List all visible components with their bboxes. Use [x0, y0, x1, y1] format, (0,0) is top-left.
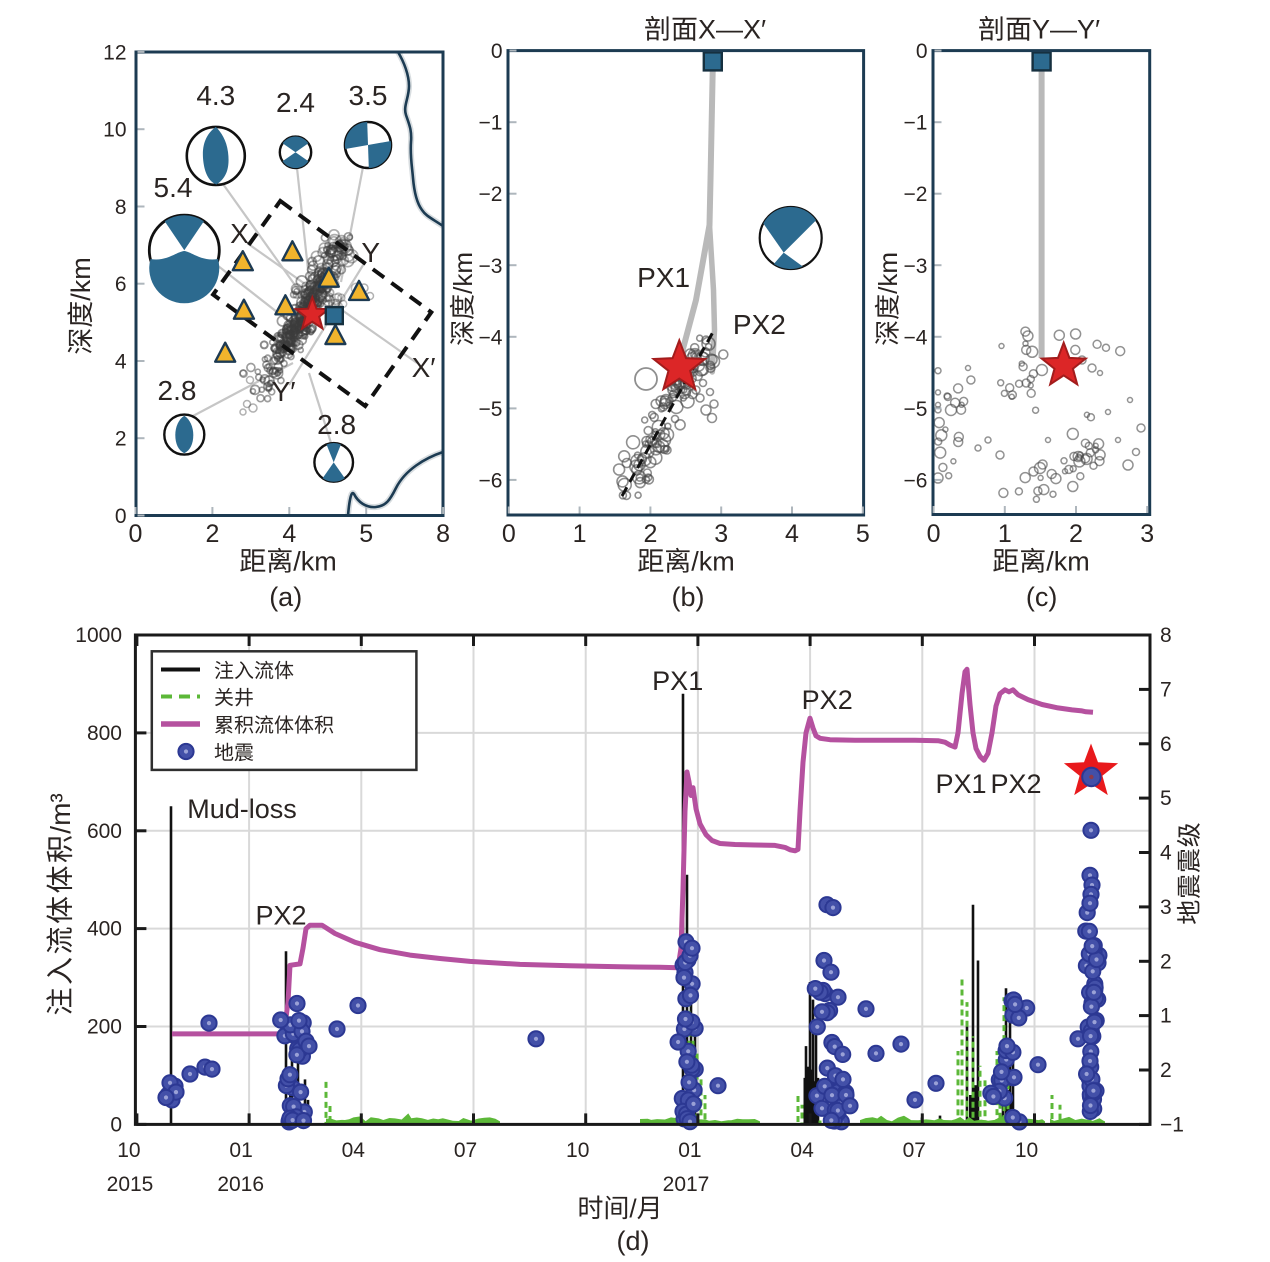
svg-text:0: 0: [110, 1113, 122, 1136]
svg-text:2: 2: [205, 520, 219, 548]
svg-text:−5: −5: [904, 398, 928, 421]
svg-text:8: 8: [436, 520, 450, 548]
svg-text:−2: −2: [479, 183, 503, 206]
svg-text:PX2: PX2: [255, 901, 306, 931]
svg-text:5: 5: [359, 520, 373, 548]
svg-text:2: 2: [1160, 950, 1172, 973]
svg-text:/km: /km: [66, 257, 96, 301]
svg-text:X′: X′: [412, 352, 436, 383]
svg-text:/km: /km: [293, 547, 337, 577]
svg-text:0: 0: [115, 505, 127, 528]
svg-text:6: 6: [1160, 733, 1172, 756]
svg-text:01: 01: [678, 1139, 701, 1162]
svg-text:7: 7: [1160, 678, 1172, 701]
svg-text:800: 800: [87, 722, 122, 745]
svg-text:2.4: 2.4: [276, 87, 315, 118]
svg-text:10: 10: [103, 119, 126, 142]
svg-text:0: 0: [129, 520, 143, 548]
svg-text:2015: 2015: [107, 1173, 154, 1196]
svg-text:8: 8: [115, 196, 127, 219]
svg-text:(a): (a): [269, 582, 302, 612]
svg-text:3: 3: [1160, 896, 1172, 919]
svg-text:07: 07: [454, 1139, 477, 1162]
svg-text:−3: −3: [479, 255, 503, 278]
svg-text:10: 10: [566, 1139, 589, 1162]
svg-text:0: 0: [502, 520, 516, 548]
svg-text:/m³: /m³: [45, 793, 76, 833]
svg-text:2: 2: [643, 520, 657, 548]
svg-text:PX2: PX2: [733, 309, 786, 340]
svg-text:−4: −4: [479, 326, 503, 349]
svg-text:4: 4: [785, 520, 799, 548]
svg-text:1: 1: [998, 520, 1012, 548]
svg-text:4: 4: [282, 520, 296, 548]
svg-text:5.4: 5.4: [154, 172, 193, 203]
svg-text:1000: 1000: [75, 624, 122, 647]
svg-text:1: 1: [1160, 1005, 1172, 1028]
svg-text:−4: −4: [904, 326, 928, 349]
svg-text:2: 2: [1069, 520, 1083, 548]
svg-text:−1: −1: [904, 112, 928, 135]
svg-text:0: 0: [916, 40, 928, 63]
svg-text:X: X: [230, 218, 249, 249]
svg-text:PX1: PX1: [637, 262, 690, 293]
svg-text:6: 6: [115, 273, 127, 296]
svg-text:2.8: 2.8: [317, 409, 356, 440]
svg-text:3: 3: [1140, 520, 1154, 548]
svg-text:Y′: Y′: [272, 376, 296, 407]
svg-text:0: 0: [927, 520, 941, 548]
svg-text:−1: −1: [479, 112, 503, 135]
svg-text:04: 04: [790, 1139, 814, 1162]
svg-text:(d): (d): [617, 1226, 650, 1256]
svg-text:04: 04: [342, 1139, 366, 1162]
svg-text:Y—Y′: Y—Y′: [1032, 15, 1100, 45]
svg-text:5: 5: [1160, 787, 1172, 810]
svg-text:2: 2: [115, 428, 127, 451]
svg-text:PX1: PX1: [935, 769, 986, 799]
svg-text:2: 2: [1160, 1059, 1172, 1082]
svg-text:10: 10: [117, 1139, 140, 1162]
svg-text:2.8: 2.8: [158, 375, 197, 406]
svg-text:200: 200: [87, 1016, 122, 1039]
svg-text:−2: −2: [904, 183, 928, 206]
svg-text:5: 5: [856, 520, 870, 548]
svg-text:−3: −3: [904, 255, 928, 278]
svg-text:/km: /km: [448, 252, 478, 294]
svg-text:07: 07: [903, 1139, 926, 1162]
svg-text:4: 4: [115, 351, 127, 374]
svg-text:−1: −1: [1160, 1113, 1184, 1136]
svg-text:/km: /km: [691, 547, 735, 577]
svg-text:Mud-loss: Mud-loss: [187, 794, 297, 824]
svg-text:PX2: PX2: [802, 685, 853, 715]
svg-text:PX1: PX1: [652, 666, 703, 696]
svg-text:(c): (c): [1026, 582, 1057, 612]
svg-text:1: 1: [573, 520, 587, 548]
svg-text:−5: −5: [479, 398, 503, 421]
svg-text:4: 4: [1160, 842, 1172, 865]
svg-text:/: /: [629, 1193, 637, 1223]
svg-text:01: 01: [229, 1139, 252, 1162]
svg-text:4.3: 4.3: [196, 80, 235, 111]
svg-text:2016: 2016: [217, 1173, 264, 1196]
svg-text:400: 400: [87, 918, 122, 941]
svg-text:8: 8: [1160, 624, 1172, 647]
svg-text:/km: /km: [873, 252, 903, 294]
svg-text:3.5: 3.5: [349, 80, 388, 111]
svg-text:0: 0: [491, 40, 503, 63]
svg-text:2017: 2017: [663, 1173, 710, 1196]
svg-text:10: 10: [1015, 1139, 1038, 1162]
svg-text:/km: /km: [1046, 547, 1090, 577]
svg-text:Y: Y: [361, 237, 380, 268]
svg-text:3: 3: [714, 520, 728, 548]
svg-text:PX2: PX2: [990, 769, 1041, 799]
svg-text:−6: −6: [479, 469, 503, 492]
svg-text:600: 600: [87, 820, 122, 843]
svg-text:(b): (b): [672, 582, 705, 612]
svg-text:X—X′: X—X′: [698, 15, 766, 45]
svg-text:12: 12: [103, 41, 126, 64]
svg-text:−6: −6: [904, 469, 928, 492]
